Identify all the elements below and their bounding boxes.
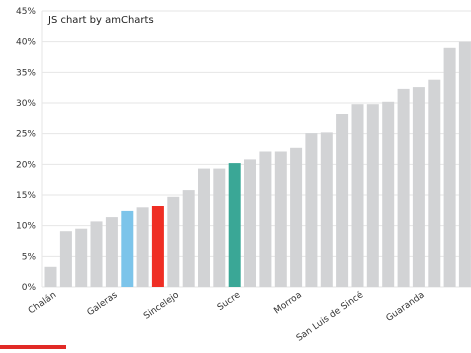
bar[interactable] [320, 132, 333, 287]
bar[interactable] [290, 147, 303, 287]
bar[interactable] [305, 133, 318, 287]
bar[interactable] [228, 163, 241, 287]
bar[interactable] [136, 207, 149, 287]
bar[interactable] [198, 168, 210, 287]
x-tick-label: San Luis de Sincé [294, 289, 365, 344]
y-tick-label: 5% [22, 252, 37, 262]
y-tick-label: 25% [16, 130, 36, 140]
bar[interactable] [167, 196, 180, 287]
x-tick-label: Guaranda [385, 290, 427, 324]
bar[interactable] [397, 88, 410, 288]
bar[interactable] [90, 221, 103, 287]
bar[interactable] [382, 101, 395, 287]
y-tick-label: 40% [16, 38, 36, 48]
x-tick-label: Sincelejo [142, 290, 181, 322]
y-tick-label: 35% [16, 68, 36, 78]
y-tick-label: 0% [22, 283, 37, 293]
bar[interactable] [59, 231, 72, 287]
x-tick-label: Sucre [216, 290, 243, 313]
bar[interactable] [151, 206, 164, 287]
y-tick-label: 20% [16, 160, 36, 170]
bar[interactable] [105, 217, 118, 287]
bar[interactable] [366, 104, 379, 287]
y-axis-labels: 0% 5% 10% 15% 20% 25% 30% 35% 40% 45% [16, 7, 36, 293]
y-tick-label: 15% [16, 191, 36, 201]
bar[interactable] [443, 47, 456, 287]
bar[interactable] [351, 104, 364, 287]
bars [44, 41, 471, 288]
bar[interactable] [259, 151, 272, 288]
bar[interactable] [274, 151, 287, 288]
bar[interactable] [121, 210, 134, 287]
bar[interactable] [412, 87, 425, 287]
x-tick-label: Chalán [27, 290, 58, 316]
bar[interactable] [75, 228, 88, 287]
y-tick-label: 10% [16, 222, 36, 232]
chart-credit[interactable]: JS chart by amCharts [47, 15, 154, 26]
bar[interactable] [428, 79, 441, 287]
red-accent-bar [0, 345, 66, 349]
bar[interactable] [458, 41, 471, 288]
y-tick-label: 45% [16, 7, 36, 17]
x-tick-label: Galeras [86, 290, 120, 318]
bar[interactable] [213, 168, 226, 287]
bar[interactable] [44, 266, 57, 287]
bar[interactable] [244, 159, 256, 287]
bar[interactable] [336, 114, 349, 287]
y-tick-label: 30% [16, 99, 36, 109]
bar[interactable] [182, 190, 195, 287]
x-tick-label: Morroa [272, 290, 303, 316]
